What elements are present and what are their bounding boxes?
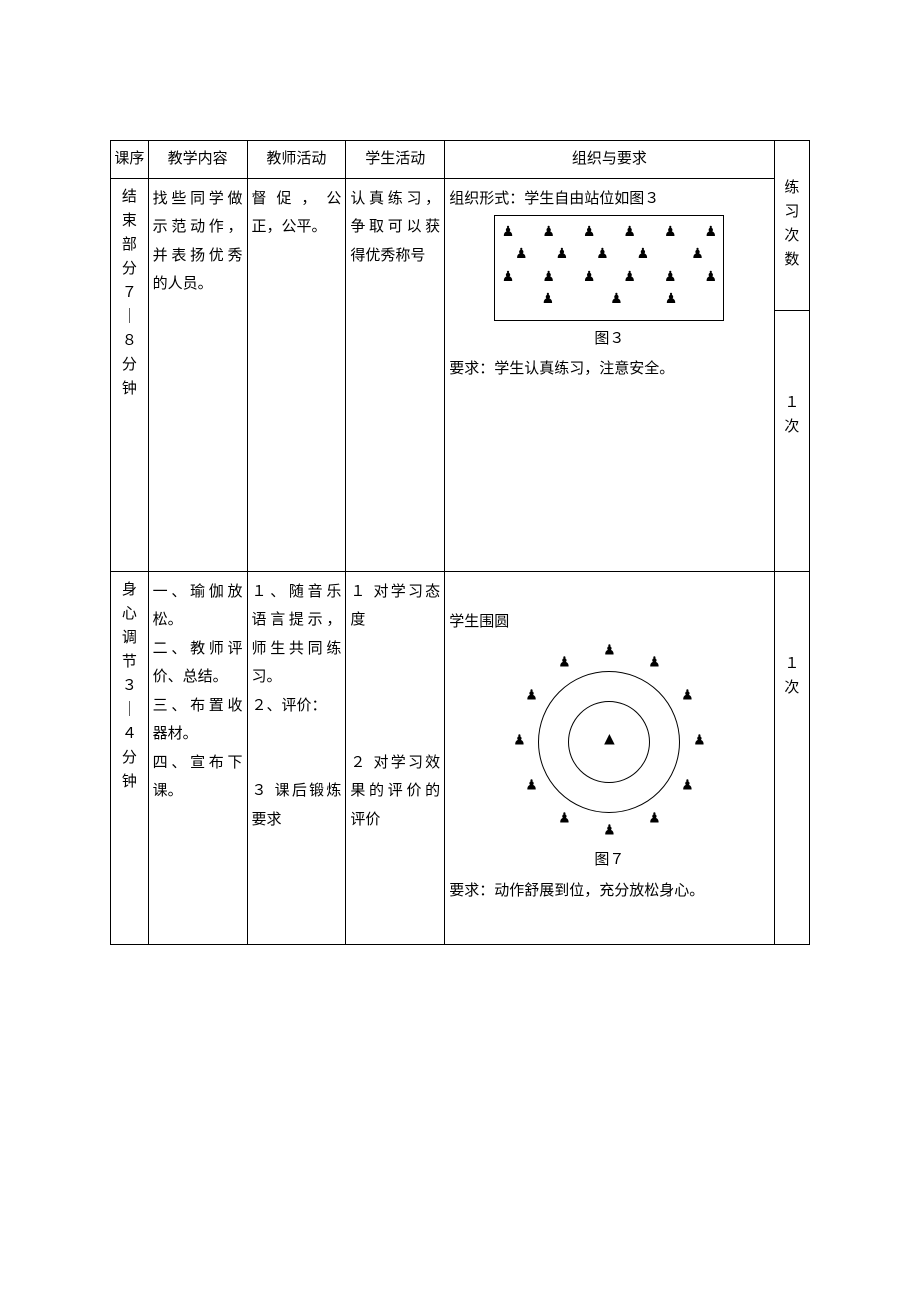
center-triangle-icon: ▲ [601,721,619,755]
person-icon: ♟ [513,729,526,756]
person-icon: ♟ [603,819,616,846]
person-icon: ♟ [681,684,694,711]
figure-7-label: 图７ [449,846,769,875]
person-icon: ♟ [525,684,538,711]
person-icon: ♟ [693,729,706,756]
diagram-row: ♟ ♟ ♟ ♟ ♟ [499,244,719,266]
spacer-row: 结束部分 ７｜８分钟 找些同学做示范动作，并表扬优秀的人员。 督促，公正，公平。… [111,178,810,311]
row1-student: 认真练习，争取可以获得优秀称号 [346,178,445,571]
diagram-row: ♟ ♟ ♟ ♟ ♟ ♟ [499,222,719,244]
row2-content: 一、瑜伽放松。 二、教师评价、总结。 三、布置收器材。 四、宣布下课。 [148,571,247,944]
row1-count: １次 [774,311,809,571]
figure-3-label: 图３ [449,325,769,354]
header-org: 组织与要求 [445,141,774,179]
row2-student: １ 对学习态度 ２ 对学习效果的评价的评价 [346,571,445,944]
person-icon: ♟ [525,774,538,801]
figure-3-diagram: ♟ ♟ ♟ ♟ ♟ ♟ ♟ ♟ ♟ ♟ ♟ ♟ ♟ ♟ ♟ ♟ ♟ ♟ ♟ ♟ [494,215,724,321]
row1-requirement: 要求：学生认真练习，注意安全。 [449,355,769,384]
person-icon: ♟ [558,807,571,834]
person-icon: ♟ [681,774,694,801]
row1-org-intro: 组织形式：学生自由站位如图３ [449,185,769,214]
figure-7-diagram: ▲ ♟♟♟♟♟♟♟♟♟♟♟♟ [499,642,719,842]
lesson-plan-table: 课序 教学内容 教师活动 学生活动 组织与要求 练习次数 结束部分 ７｜８分钟 … [110,140,810,945]
header-student: 学生活动 [346,141,445,179]
row1-teacher: 督促，公正，公平。 [247,178,346,571]
person-icon: ♟ [648,651,661,678]
row2-requirement: 要求：动作舒展到位，充分放松身心。 [449,877,769,906]
person-icon: ♟ [648,807,661,834]
diagram-row: ♟ ♟ ♟ ♟ ♟ ♟ [499,267,719,289]
table-header-row: 课序 教学内容 教师活动 学生活动 组织与要求 练习次数 [111,141,810,179]
header-content: 教学内容 [148,141,247,179]
row2-seq: 身心调节 ３｜４分钟 [111,571,149,944]
table-row: 身心调节 ３｜４分钟 一、瑜伽放松。 二、教师评价、总结。 三、布置收器材。 四… [111,571,810,944]
row1-content: 找些同学做示范动作，并表扬优秀的人员。 [148,178,247,571]
row2-org: 学生围圆 ▲ ♟ ♟ ♟ ♟ ♟ ♟ ♟ ♟ ♟ ♟ ♟ ♟ 图７ 要求：动作舒展到位，充分放松身心。 [445,571,774,944]
row1-seq: 结束部分 ７｜８分钟 [111,178,149,571]
diagram-row: ♟ ♟ ♟ [499,289,719,311]
person-icon: ♟ [558,651,571,678]
header-count: 练习次数 [774,141,809,311]
row2-teacher: １、随音乐语言提示，师生共同练习。 ２、评价： ３ 课后锻炼要求 [247,571,346,944]
row1-org: 组织形式：学生自由站位如图３ ♟ ♟ ♟ ♟ ♟ ♟ ♟ ♟ ♟ ♟ ♟ ♟ ♟… [445,178,774,571]
header-seq: 课序 [111,141,149,179]
document-page: 课序 教学内容 教师活动 学生活动 组织与要求 练习次数 结束部分 ７｜８分钟 … [0,0,920,945]
header-teacher: 教师活动 [247,141,346,179]
row2-count: １次 [774,571,809,944]
person-icon: ♟ [603,639,616,666]
row2-org-intro: 学生围圆 [449,608,769,637]
